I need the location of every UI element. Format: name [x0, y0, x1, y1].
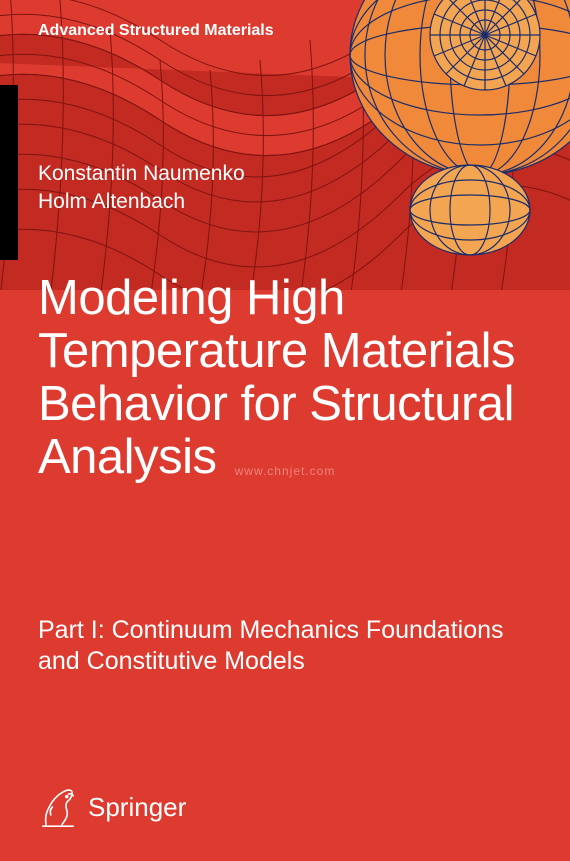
mesh-background [0, 0, 570, 290]
series-name: Advanced Structured Materials [38, 22, 274, 40]
springer-horse-icon [38, 783, 78, 831]
author-1: Konstantin Naumenko [38, 160, 245, 188]
book-subtitle: Part I: Continuum Mechanics Foundations … [38, 615, 530, 678]
book-cover: Advanced Structured Materials Konstantin… [0, 0, 570, 861]
book-title: Modeling High Temperature Materials Beha… [38, 272, 540, 484]
watermark-text: www.chnjet.com [0, 464, 570, 478]
publisher-name: Springer [88, 792, 186, 823]
authors-block: Konstantin Naumenko Holm Altenbach [38, 160, 245, 217]
publisher-block: Springer [38, 783, 186, 831]
mesh-illustration [0, 0, 570, 290]
author-2: Holm Altenbach [38, 188, 245, 216]
spine-strip [0, 85, 18, 260]
